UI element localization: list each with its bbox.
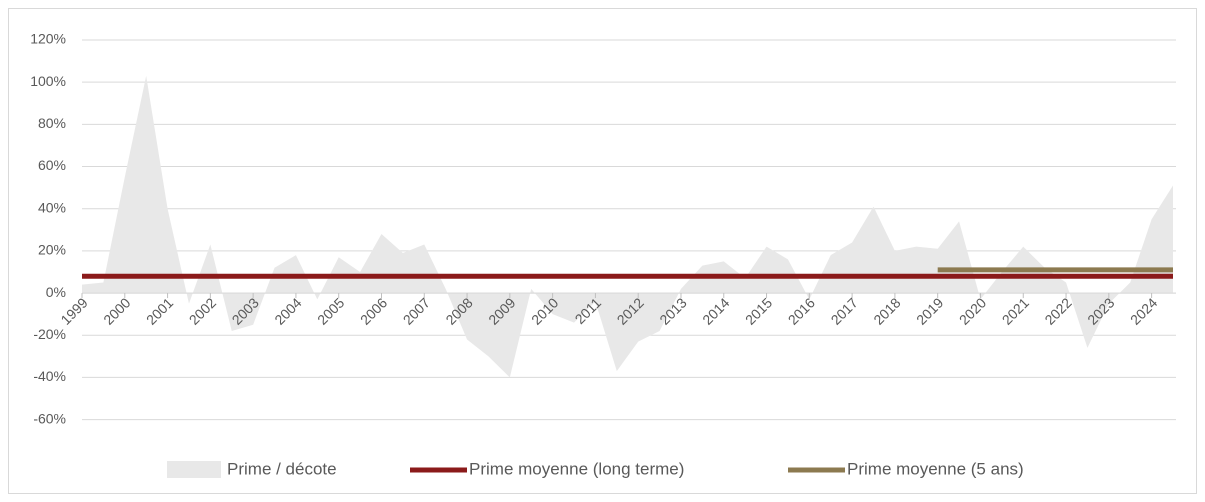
y-tick-label: 60%: [38, 157, 66, 173]
legend-label: Prime / décote: [227, 459, 337, 478]
y-tick-label: 40%: [38, 199, 66, 215]
area: [82, 75, 1173, 378]
legend-label: Prime moyenne (long terme): [469, 459, 684, 478]
legend-label: Prime moyenne (5 ans): [847, 459, 1024, 478]
y-tick-label: 120%: [30, 31, 66, 47]
y-tick-label: -40%: [33, 368, 66, 384]
y-tick-label: 80%: [38, 115, 66, 131]
y-tick-label: -60%: [33, 410, 66, 426]
legend-swatch: [167, 461, 221, 478]
y-tick-label: 0%: [46, 284, 66, 300]
y-tick-label: 100%: [30, 73, 66, 89]
y-tick-label: -20%: [33, 326, 66, 342]
y-tick-label: 20%: [38, 242, 66, 258]
